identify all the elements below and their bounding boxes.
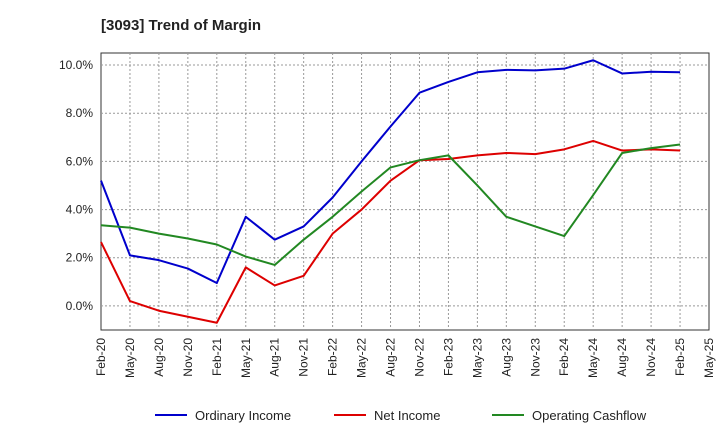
x-tick-label: Nov-23 — [528, 338, 542, 377]
x-tick-label: Nov-20 — [181, 338, 195, 377]
x-tick-label: Feb-25 — [673, 338, 687, 376]
x-tick-label: May-22 — [355, 338, 369, 378]
series-line-net-income — [100, 139, 681, 324]
grid-lines — [101, 53, 709, 330]
x-tick-label: Nov-21 — [297, 338, 311, 377]
x-tick-label: Nov-22 — [412, 338, 426, 377]
x-tick-label: May-25 — [702, 338, 716, 378]
x-tick-label: Feb-22 — [326, 338, 340, 376]
x-tick-label: Nov-24 — [644, 338, 658, 377]
x-tick-label: Feb-20 — [94, 338, 108, 376]
legend-label-ordinary-income: Ordinary Income — [195, 408, 291, 423]
legend: Ordinary Income Net Income Operating Cashf… — [155, 408, 647, 423]
chart-title: [3093] Trend of Margin — [101, 17, 261, 34]
legend-label-operating-cashflow: Operating Cashflow — [532, 408, 647, 423]
y-tick-label: 4.0% — [66, 203, 94, 217]
series-line-ordinary-income — [100, 59, 681, 285]
x-tick-label: Feb-21 — [210, 338, 224, 376]
x-axis-ticks: Feb-20 May-20 Aug-20 Nov-20 Feb-21 May-21 Aug-… — [94, 338, 716, 378]
legend-label-net-income: Net Income — [374, 408, 440, 423]
x-tick-label: Aug-23 — [499, 338, 513, 377]
y-tick-label: 8.0% — [66, 106, 94, 120]
y-tick-label: 6.0% — [66, 154, 94, 168]
x-tick-label: Aug-22 — [384, 338, 398, 377]
y-tick-label: 2.0% — [66, 251, 94, 265]
x-tick-label: May-23 — [470, 338, 484, 378]
x-tick-label: May-24 — [586, 338, 600, 378]
x-tick-label: Feb-23 — [441, 338, 455, 376]
x-tick-label: Feb-24 — [557, 338, 571, 376]
series-lines — [100, 59, 681, 324]
x-tick-label: Aug-20 — [152, 338, 166, 377]
series-line-operating-cashflow — [100, 143, 681, 266]
plot-area — [100, 52, 710, 331]
y-axis-ticks: 10.0% 8.0% 6.0% 4.0% 2.0% 0.0% — [59, 58, 93, 313]
y-tick-label: 10.0% — [59, 58, 93, 72]
y-tick-label: 0.0% — [66, 299, 94, 313]
x-tick-label: Aug-21 — [268, 338, 282, 377]
x-tick-label: May-21 — [239, 338, 253, 378]
x-tick-label: May-20 — [123, 338, 137, 378]
x-tick-label: Aug-24 — [615, 338, 629, 377]
